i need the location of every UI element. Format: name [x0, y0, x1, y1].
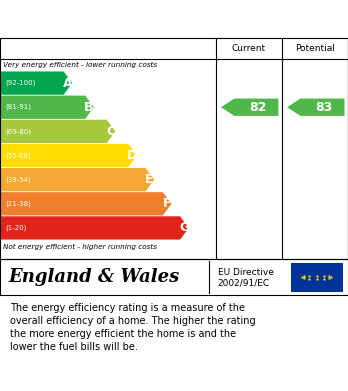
Polygon shape	[1, 95, 94, 119]
Polygon shape	[287, 99, 345, 116]
Text: (81-91): (81-91)	[5, 104, 31, 111]
Text: Potential: Potential	[295, 44, 335, 53]
Polygon shape	[1, 168, 154, 191]
Text: 83: 83	[316, 101, 333, 114]
Text: (92-100): (92-100)	[5, 80, 35, 86]
Text: England & Wales: England & Wales	[9, 268, 180, 286]
Text: (1-20): (1-20)	[5, 225, 26, 231]
Text: (55-68): (55-68)	[5, 152, 31, 159]
Text: The energy efficiency rating is a measure of the
overall efficiency of a home. T: The energy efficiency rating is a measur…	[10, 303, 256, 352]
Polygon shape	[1, 144, 137, 167]
Text: (69-80): (69-80)	[5, 128, 31, 135]
Polygon shape	[1, 192, 172, 215]
Text: EU Directive: EU Directive	[218, 268, 274, 277]
Text: Very energy efficient - lower running costs: Very energy efficient - lower running co…	[3, 61, 158, 68]
Text: (21-38): (21-38)	[5, 201, 31, 207]
Text: E: E	[145, 173, 154, 186]
Text: A: A	[63, 77, 72, 90]
Text: Current: Current	[232, 44, 266, 53]
Text: (39-54): (39-54)	[5, 176, 31, 183]
Text: D: D	[127, 149, 137, 162]
Polygon shape	[1, 72, 72, 95]
Text: Energy Efficiency Rating: Energy Efficiency Rating	[10, 13, 220, 27]
Text: G: G	[179, 221, 189, 235]
Text: 82: 82	[250, 101, 267, 114]
Text: F: F	[163, 197, 171, 210]
Text: B: B	[84, 101, 94, 114]
Polygon shape	[1, 216, 189, 240]
Bar	[291, 263, 343, 292]
Text: 2002/91/EC: 2002/91/EC	[218, 278, 270, 287]
Text: Not energy efficient - higher running costs: Not energy efficient - higher running co…	[3, 244, 158, 250]
Polygon shape	[221, 99, 278, 116]
Polygon shape	[1, 120, 116, 143]
Text: C: C	[106, 125, 115, 138]
